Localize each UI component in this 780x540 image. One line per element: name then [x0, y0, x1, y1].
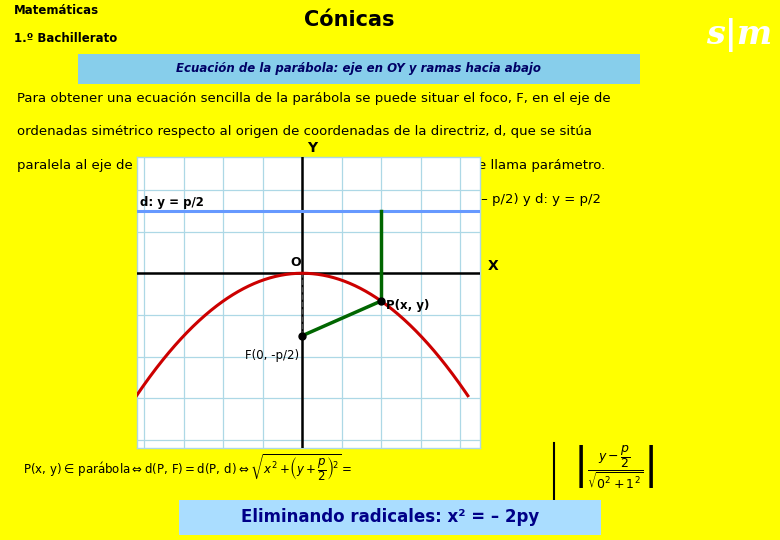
- FancyBboxPatch shape: [33, 52, 685, 86]
- Text: Matemáticas: Matemáticas: [14, 4, 99, 17]
- Text: Y: Y: [307, 140, 317, 154]
- Text: s|m: s|m: [706, 18, 772, 52]
- Text: $\left|\dfrac{y - \dfrac{p}{2}}{\sqrt{0^2+1^2}}\right|$: $\left|\dfrac{y - \dfrac{p}{2}}{\sqrt{0^…: [573, 444, 654, 492]
- Text: paralela al eje de abscisas.  La distancia desde el foco a la directriz se llama: paralela al eje de abscisas. La distanci…: [17, 159, 605, 172]
- Text: Eliminando radicales: x² = – 2py: Eliminando radicales: x² = – 2py: [241, 508, 539, 526]
- Text: $\mathrm{P(x,\,y) \in\, par\acute{a}bola} \Leftrightarrow \mathrm{d(P,\,F) = d(P: $\mathrm{P(x,\,y) \in\, par\acute{a}bola…: [23, 453, 353, 483]
- Text: O: O: [290, 256, 301, 269]
- Text: Cónicas: Cónicas: [303, 10, 395, 30]
- Text: Para obtener una ecuación sencilla de la parábola se puede situar el foco, F, en: Para obtener una ecuación sencilla de la…: [17, 91, 611, 105]
- Text: ordenadas simétrico respecto al origen de coordenadas de la directriz, d, que se: ordenadas simétrico respecto al origen d…: [17, 125, 592, 138]
- Text: Podemos entonces tomar (por ejemplo): F(0, – p/2) y d: y = p/2: Podemos entonces tomar (por ejemplo): F(…: [179, 193, 601, 206]
- FancyBboxPatch shape: [158, 498, 622, 536]
- Text: 1.º Bachillerato: 1.º Bachillerato: [14, 32, 117, 45]
- Text: Ecuación de la parábola: eje en OY y ramas hacia abajo: Ecuación de la parábola: eje en OY y ram…: [176, 62, 541, 76]
- Text: d: y = p/2: d: y = p/2: [140, 196, 204, 209]
- Text: F(0, -p/2): F(0, -p/2): [245, 349, 299, 362]
- Text: X: X: [488, 259, 498, 273]
- Text: P(x, y): P(x, y): [386, 299, 429, 312]
